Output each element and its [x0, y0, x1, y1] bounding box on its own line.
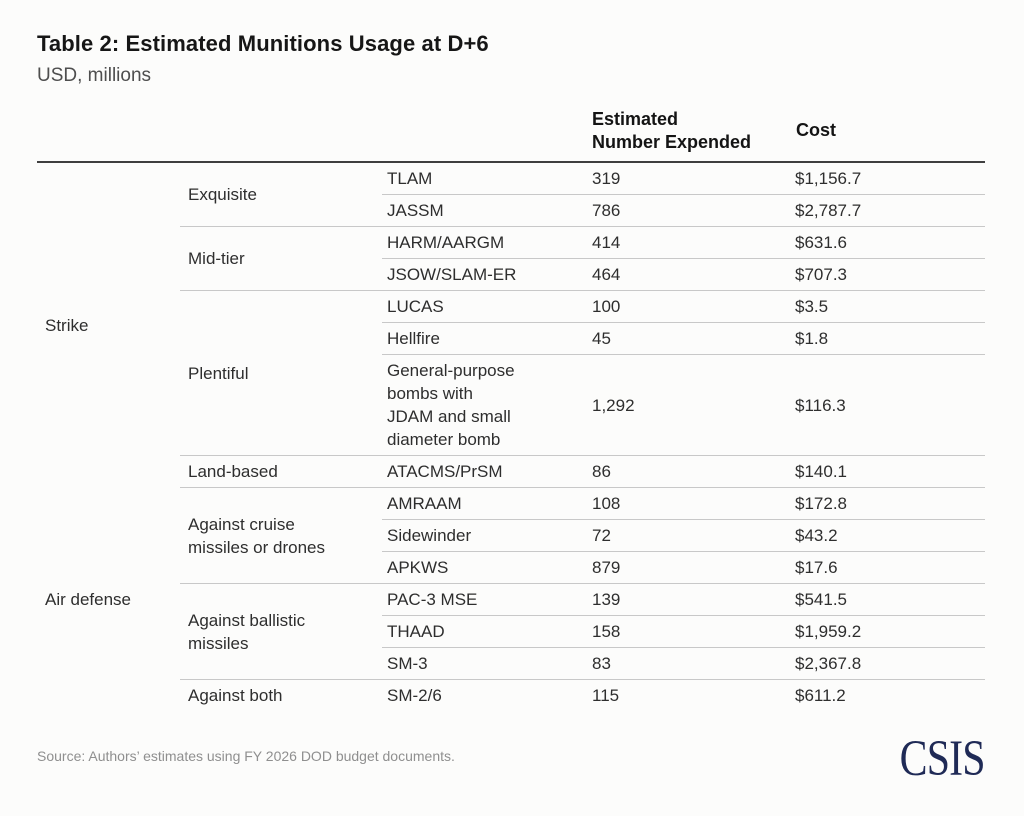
table-row: Against both SM-2/6 115 $611.2	[37, 679, 985, 711]
table-row: Against ballistic missiles PAC-3 MSE 139 $5…	[37, 583, 985, 680]
table-row: Mid-tier HARM/AARGM 414 $631.6	[37, 226, 985, 291]
header-expended-cell: Estimated Number Expended	[586, 108, 790, 163]
figure-page: Table 2: Estimated Munitions Usage at D+…	[37, 31, 986, 787]
subcategory-cell: Against ballistic missiles	[180, 583, 382, 680]
munition-cell: Sidewinder	[382, 519, 586, 552]
table-row: Plentiful LUCAS 100 $3.5	[37, 290, 985, 456]
header-cost-cell: Cost	[790, 108, 985, 163]
subcategory-cell: Land-based	[180, 455, 382, 488]
table-title: Table 2: Estimated Munitions Usage at D+…	[37, 31, 489, 56]
table-row: Strike Exquisite TLAM 319 $1,156.7	[37, 161, 985, 335]
expended-cell: 108	[586, 487, 790, 520]
expended-cell: 414	[586, 226, 790, 259]
cost-cell: $17.6	[790, 551, 985, 584]
table-row: Hellfire 45 $1.8	[37, 322, 985, 355]
cost-cell: $631.6	[790, 226, 985, 259]
cost-cell: $1.8	[790, 322, 985, 355]
munition-cell: SM-3	[382, 647, 586, 680]
munition-cell: TLAM	[382, 161, 586, 195]
cost-cell: $2,787.7	[790, 194, 985, 227]
subcategory-cell: Mid-tier	[180, 226, 382, 291]
table-row: Sidewinder 72 $43.2	[37, 519, 985, 552]
cost-cell: $707.3	[790, 258, 985, 291]
munition-cell: General-purpose bombs with JDAM and smal…	[382, 354, 586, 456]
table-row: General-purpose bombs with JDAM and smal…	[37, 354, 985, 456]
munition-cell: PAC-3 MSE	[382, 583, 586, 616]
table-row: APKWS 879 $17.6	[37, 551, 985, 584]
table-row: Air defense Against cruise missiles or dr…	[37, 487, 985, 609]
munitions-table: Estimated Number Expended Cost Strike Exq…	[37, 108, 985, 711]
cost-cell: $541.5	[790, 583, 985, 616]
munition-cell: THAAD	[382, 615, 586, 648]
munition-cell: LUCAS	[382, 290, 586, 323]
cost-cell: $3.5	[790, 290, 985, 323]
table-row: THAAD 158 $1,959.2	[37, 615, 985, 648]
csis-logo: CSIS	[899, 731, 986, 787]
expended-cell: 45	[586, 322, 790, 355]
table-row: JSOW/SLAM-ER 464 $707.3	[37, 258, 985, 291]
munition-cell: APKWS	[382, 551, 586, 584]
expended-cell: 100	[586, 290, 790, 323]
subcategory-cell: Exquisite	[180, 161, 382, 227]
subcategory-cell: Against both	[180, 679, 382, 711]
cost-cell: $172.8	[790, 487, 985, 520]
source-note: Source: Authors’ estimates using FY 2026…	[37, 748, 455, 764]
munition-cell: HARM/AARGM	[382, 226, 586, 259]
subcategory-cell: Plentiful	[180, 290, 382, 456]
cost-cell: $116.3	[790, 354, 985, 456]
cost-cell: $140.1	[790, 455, 985, 488]
cost-cell: $611.2	[790, 679, 985, 711]
cost-cell: $2,367.8	[790, 647, 985, 680]
expended-cell: 86	[586, 455, 790, 488]
expended-cell: 1,292	[586, 354, 790, 456]
cost-cell: $43.2	[790, 519, 985, 552]
expended-cell: 319	[586, 161, 790, 195]
expended-cell: 158	[586, 615, 790, 648]
munition-cell: AMRAAM	[382, 487, 586, 520]
table-body: Strike Exquisite TLAM 319 $1,156.7 JASSM 786 $2…	[37, 161, 985, 711]
category-cell: Strike	[45, 315, 89, 335]
munition-cell: Hellfire	[382, 322, 586, 355]
category-cell: Air defense	[45, 589, 131, 609]
expended-cell: 115	[586, 679, 790, 711]
munition-cell: JSOW/SLAM-ER	[382, 258, 586, 291]
munition-cell: ATACMS/PrSM	[382, 455, 586, 488]
expended-cell: 464	[586, 258, 790, 291]
header-spacer-cell	[37, 108, 586, 163]
expended-cell: 72	[586, 519, 790, 552]
table-header-row: Estimated Number Expended Cost	[37, 108, 985, 163]
expended-cell: 879	[586, 551, 790, 584]
table-units-subtitle: USD, millions	[37, 65, 152, 86]
munition-cell: JASSM	[382, 194, 586, 227]
munition-cell: SM-2/6	[382, 679, 586, 711]
table-row: JASSM 786 $2,787.7	[37, 194, 985, 227]
table-row: Land-based ATACMS/PrSM 86 $140.1	[37, 455, 985, 488]
expended-cell: 83	[586, 647, 790, 680]
expended-cell: 786	[586, 194, 790, 227]
expended-cell: 139	[586, 583, 790, 616]
figure-footer: Source: Authors’ estimates using FY 2026…	[37, 731, 986, 787]
table-row: SM-3 83 $2,367.8	[37, 647, 985, 680]
cost-cell: $1,156.7	[790, 161, 985, 195]
cost-cell: $1,959.2	[790, 615, 985, 648]
subcategory-cell: Against cruise missiles or drones	[180, 487, 382, 584]
